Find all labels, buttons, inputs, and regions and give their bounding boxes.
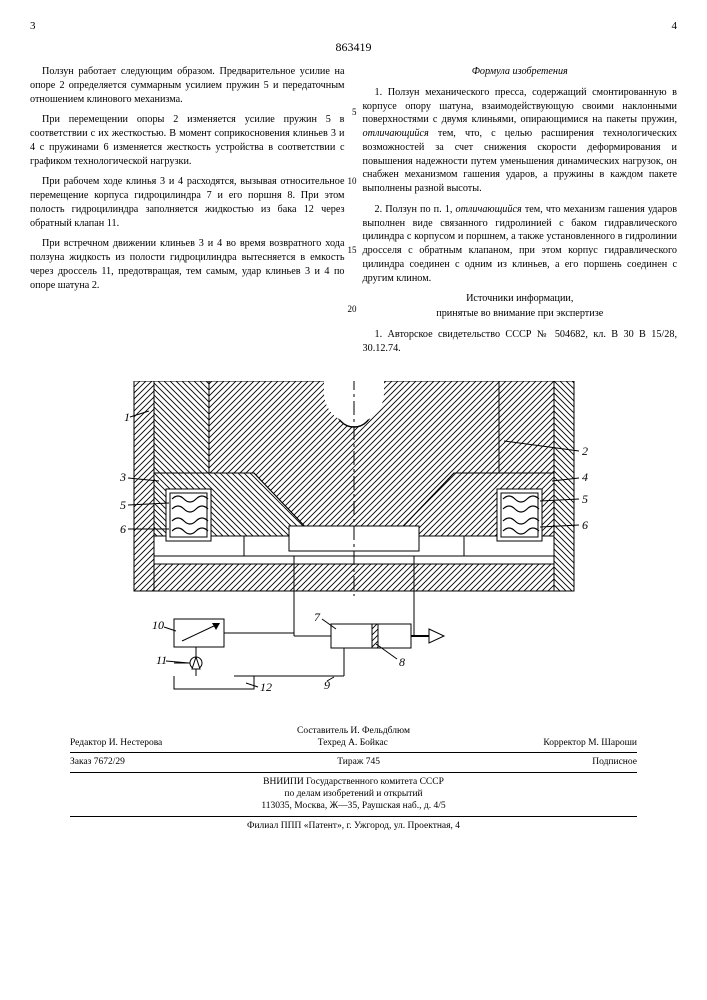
line-number: 15 bbox=[348, 246, 357, 255]
footer-sub: Подписное bbox=[592, 756, 637, 768]
footer-composer: Составитель И. Фельдблюм bbox=[30, 725, 677, 737]
line-number: 5 bbox=[352, 108, 357, 117]
sources-line: принятые во внимание при экспертизе bbox=[363, 307, 678, 321]
diagram-label-2: 2 bbox=[582, 444, 588, 458]
page-num-left: 3 bbox=[30, 20, 36, 32]
diagram-label-12: 12 bbox=[260, 680, 272, 694]
footer-tirage: Тираж 745 bbox=[337, 756, 380, 768]
diagram-label-3: 3 bbox=[119, 470, 126, 484]
diagram-label-10: 10 bbox=[152, 618, 164, 632]
diagram-label-4: 4 bbox=[582, 470, 588, 484]
line-number: 10 bbox=[348, 177, 357, 186]
paragraph: Ползун работает следующим образом. Предв… bbox=[30, 65, 345, 106]
footer-tech: Техред А. Бойкас bbox=[318, 737, 388, 749]
paragraph: При встречном движении клиньев 3 и 4 во … bbox=[30, 237, 345, 292]
diagram-label-5: 5 bbox=[120, 498, 126, 512]
diagram-label-6b: 6 bbox=[582, 518, 588, 532]
left-column: 5 10 15 20 Ползун работает следующим обр… bbox=[30, 65, 345, 363]
footer-editor: Редактор И. Нестерова bbox=[70, 737, 162, 749]
footer: Составитель И. Фельдблюм Редактор И. Нес… bbox=[30, 725, 677, 832]
claim-1: 1. Ползун механического пресса, содержащ… bbox=[363, 86, 678, 196]
footer-order: Заказ 7672/29 bbox=[70, 756, 125, 768]
footer-credits: Редактор И. Нестерова Техред А. Бойкас К… bbox=[30, 737, 677, 749]
technical-diagram: 1 2 3 4 5 5 6 6 7 8 9 10 11 bbox=[74, 381, 634, 711]
paragraph: При перемещении опоры 2 изменяется усили… bbox=[30, 113, 345, 168]
page-num-right: 4 bbox=[672, 20, 678, 32]
footer-org2: по делам изобретений и открытий bbox=[30, 788, 677, 800]
right-column: Формула изобретения 1. Ползун механическ… bbox=[363, 65, 678, 363]
diagram-label-11: 11 bbox=[156, 653, 167, 667]
patent-number: 863419 bbox=[30, 40, 677, 55]
diagram-label-5b: 5 bbox=[582, 492, 588, 506]
footer-addr2: Филиал ППП «Патент», г. Ужгород, ул. Про… bbox=[30, 820, 677, 832]
footer-corrector: Корректор М. Шароши bbox=[543, 737, 637, 749]
footer-print: Заказ 7672/29 Тираж 745 Подписное bbox=[30, 756, 677, 768]
claim-2: 2. Ползун по п. 1, отличающийся тем, что… bbox=[363, 203, 678, 286]
footer-org: ВНИИПИ Государственного комитета СССР bbox=[30, 776, 677, 788]
text-columns: 5 10 15 20 Ползун работает следующим обр… bbox=[30, 65, 677, 363]
paragraph: При рабочем ходе клинья 3 и 4 расходятся… bbox=[30, 175, 345, 230]
footer-divider bbox=[70, 752, 637, 753]
sources-ref: 1. Авторское свидетельство СССР № 504682… bbox=[363, 328, 678, 356]
line-number: 20 bbox=[348, 305, 357, 314]
footer-divider bbox=[70, 816, 637, 817]
diagram-label-7: 7 bbox=[314, 610, 321, 624]
diagram-label-1: 1 bbox=[124, 410, 130, 424]
diagram-label-6: 6 bbox=[120, 522, 126, 536]
footer-addr1: 113035, Москва, Ж—35, Раушская наб., д. … bbox=[30, 800, 677, 812]
page: 3 4 863419 5 10 15 20 Ползун работает сл… bbox=[0, 0, 707, 847]
page-header: 3 4 bbox=[30, 20, 677, 32]
formula-title: Формула изобретения bbox=[363, 65, 678, 79]
diagram-label-8: 8 bbox=[399, 655, 405, 669]
footer-divider bbox=[70, 772, 637, 773]
sources-line: Источники информации, bbox=[363, 292, 678, 306]
